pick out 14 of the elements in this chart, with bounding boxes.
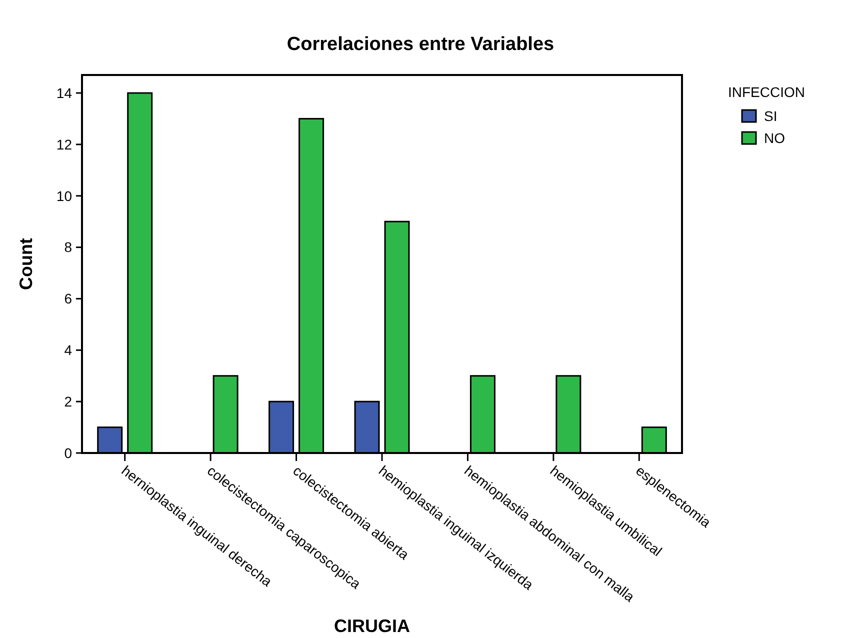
y-tick-label: 10: [56, 188, 72, 204]
legend-label: NO: [764, 130, 786, 146]
chart-title: Correlaciones entre Variables: [286, 34, 554, 55]
y-tick-label: 12: [56, 136, 72, 152]
y-tick-label: 2: [64, 393, 72, 410]
y-tick-label: 6: [64, 290, 72, 307]
y-tick-label: 14: [56, 84, 72, 101]
y-tick-label: 0: [64, 444, 72, 461]
y-axis-title: Count: [16, 238, 36, 290]
y-tick-label: 8: [64, 239, 72, 256]
y-tick-label: 4: [64, 342, 72, 358]
legend-label: SI: [764, 108, 778, 124]
legend-title: INFECCION: [728, 84, 805, 100]
x-axis-title: CIRUGIA: [334, 616, 410, 636]
